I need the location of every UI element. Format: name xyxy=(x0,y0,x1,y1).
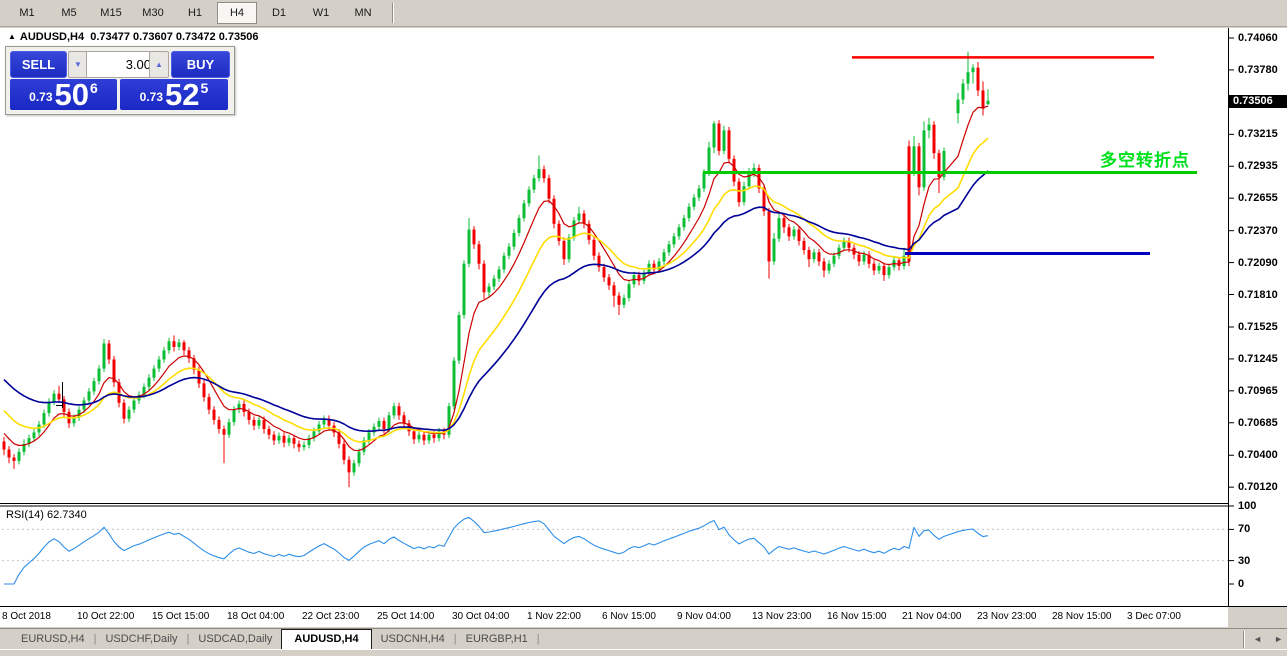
up-triangle-icon: ▲ xyxy=(8,32,16,41)
price-axis-label: 0.70965 xyxy=(1238,384,1278,397)
tab-separator: | xyxy=(186,633,190,645)
price-axis-label: 0.73215 xyxy=(1238,128,1278,141)
status-bar xyxy=(0,649,1287,656)
price-axis-label: 0.74060 xyxy=(1238,32,1278,44)
timeframe-button-H1[interactable]: H1 xyxy=(187,7,203,19)
time-axis-label: 28 Nov 15:00 xyxy=(1052,611,1112,622)
buy-price-prefix: 0.73 xyxy=(139,90,164,104)
timeframe-button-M1[interactable]: M1 xyxy=(19,7,35,19)
rsi-axis-label: 0 xyxy=(1238,578,1245,590)
time-axis-label: 9 Nov 04:00 xyxy=(677,611,731,622)
time-axis-label: 15 Oct 15:00 xyxy=(152,611,210,622)
time-axis-label: 21 Nov 04:00 xyxy=(902,611,962,622)
symbol-name: AUDUSD,H4 xyxy=(19,31,85,43)
timeframe-button-H4[interactable]: H4 xyxy=(217,2,257,24)
sell-price-panel[interactable]: 0.73 50 6 xyxy=(10,79,117,110)
timeframe-button-M15[interactable]: M15 xyxy=(100,7,122,19)
sell-price-sup: 6 xyxy=(90,80,98,96)
time-axis-label: 23 Nov 23:00 xyxy=(977,611,1037,622)
timeframe-button-MN[interactable]: MN xyxy=(354,7,372,19)
ohlc-values: 0.73477 0.73607 0.73472 0.73506 xyxy=(90,31,259,43)
tab-separator: | xyxy=(536,633,540,645)
tab-scroll-arrows: ◄ ► xyxy=(1253,634,1283,644)
time-axis-label: 8 Oct 2018 xyxy=(2,611,51,622)
time-scale[interactable]: 8 Oct 2018 10 Oct 22:00 15 Oct 15:00 18 Oct… xyxy=(0,607,1228,627)
tab-separator: | xyxy=(453,633,457,645)
chart-tab-EURGBP-H1[interactable]: EURGBP,H1 xyxy=(465,633,528,645)
price-axis-label: 0.72090 xyxy=(1238,256,1278,269)
time-axis-label: 25 Oct 14:00 xyxy=(377,611,435,622)
price-axis-label: 0.71810 xyxy=(1238,288,1278,301)
arrow-up-icon: ▲ xyxy=(155,60,163,69)
tab-separator: | xyxy=(93,633,97,645)
pivot-annotation[interactable]: 多空转折点 xyxy=(1100,151,1190,170)
volume-input[interactable] xyxy=(86,51,158,78)
chart-tab-bar: EURUSD,H4 | USDCHF,Daily | USDCAD,Daily AUDUS… xyxy=(0,628,1287,649)
current-price-badge: 0.73506 xyxy=(1229,94,1287,108)
timeframe-button-M5[interactable]: M5 xyxy=(61,7,77,19)
buy-price-panel[interactable]: 0.73 52 5 xyxy=(120,79,228,110)
time-axis-label: 10 Oct 22:00 xyxy=(77,611,135,622)
tab-scroll-right-icon[interactable]: ► xyxy=(1274,634,1283,644)
rsi-axis-label: 30 xyxy=(1238,554,1251,567)
arrow-down-icon: ▼ xyxy=(74,60,82,69)
time-axis-label: 6 Nov 15:00 xyxy=(602,611,656,622)
volume-increase-button[interactable]: ▲ xyxy=(149,51,169,78)
buy-price-sup: 5 xyxy=(200,80,209,96)
timeframe-toolbar: M1 M5 M15 M30 H1 H4 D1 W1 MN xyxy=(0,0,1287,27)
price-axis-label: 0.72935 xyxy=(1238,160,1278,173)
rsi-axis-label: 100 xyxy=(1238,500,1257,512)
toolbar-separator xyxy=(392,3,394,23)
buy-button[interactable]: BUY xyxy=(171,51,230,78)
time-axis-label: 18 Oct 04:00 xyxy=(227,611,285,622)
rsi-indicator-label: RSI(14) 62.7340 xyxy=(6,509,87,521)
price-axis-label: 0.73780 xyxy=(1238,63,1278,76)
price-axis-label: 0.70685 xyxy=(1238,416,1278,429)
price-axis-label: 0.71245 xyxy=(1238,352,1278,365)
price-axis-label: 0.70120 xyxy=(1238,481,1278,494)
price-axis-label: 0.70400 xyxy=(1238,449,1278,462)
timeframe-button-M30[interactable]: M30 xyxy=(142,7,164,19)
timeframe-button-D1[interactable]: D1 xyxy=(271,7,287,19)
time-axis-label: 13 Nov 23:00 xyxy=(752,611,812,622)
buy-price-big: 52 xyxy=(165,77,200,112)
rsi-axis-label: 70 xyxy=(1238,523,1251,536)
time-axis-label: 30 Oct 04:00 xyxy=(452,611,510,622)
chart-tab-USDCNH-H4[interactable]: USDCNH,H4 xyxy=(380,633,445,645)
sell-button[interactable]: SELL xyxy=(10,51,67,78)
sell-price-prefix: 0.73 xyxy=(29,90,53,104)
time-axis-label: 22 Oct 23:00 xyxy=(302,611,360,622)
chart-tab-AUDUSD-H4[interactable]: AUDUSD,H4 xyxy=(281,629,372,649)
chart-tab-USDCAD-Daily[interactable]: USDCAD,Daily xyxy=(198,633,273,645)
price-axis-label: 0.72370 xyxy=(1238,224,1278,237)
tab-scroll-left-icon[interactable]: ◄ xyxy=(1253,634,1263,644)
time-axis-label: 16 Nov 15:00 xyxy=(827,611,887,622)
price-axis-label: 0.71525 xyxy=(1238,320,1278,333)
chart-tab-USDCHF-Daily[interactable]: USDCHF,Daily xyxy=(105,633,178,645)
price-axis-label: 0.72655 xyxy=(1238,192,1278,205)
time-axis-label: 1 Nov 22:00 xyxy=(527,611,581,622)
volume-decrease-button[interactable]: ▼ xyxy=(68,51,88,78)
sell-price-big: 50 xyxy=(54,77,90,112)
one-click-trading-widget: SELL ▼ ▲ BUY 0.73 50 6 0.73 52 5 xyxy=(5,46,235,115)
chart-symbol-header: ▲ AUDUSD,H4 0.73477 0.73607 0.73472 0.735… xyxy=(8,31,258,43)
chart-tab-EURUSD-H4[interactable]: EURUSD,H4 xyxy=(21,633,85,645)
timeframe-button-W1[interactable]: W1 xyxy=(312,7,330,19)
time-axis-label: 3 Dec 07:00 xyxy=(1127,611,1181,622)
tabbar-divider xyxy=(1243,631,1245,648)
